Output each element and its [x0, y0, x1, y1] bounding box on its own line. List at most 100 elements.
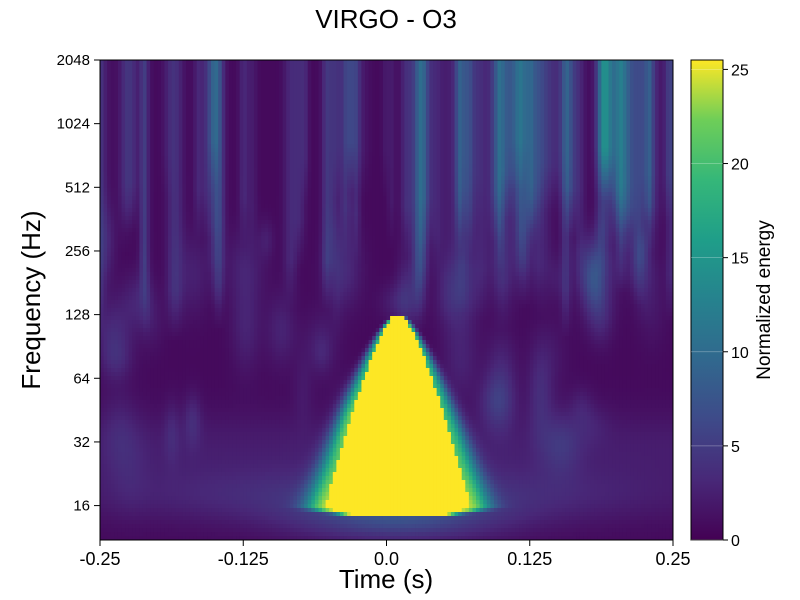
heatmap-cell [358, 116, 362, 121]
heatmap-cell [480, 156, 484, 161]
heatmap-cell [515, 148, 519, 153]
heatmap-cell [361, 152, 365, 157]
heatmap-cell [487, 176, 491, 181]
heatmap-cell [240, 76, 244, 81]
heatmap-cell [315, 76, 319, 81]
heatmap-cell [365, 108, 369, 113]
heatmap-cell [422, 128, 426, 133]
heatmap-cell [172, 108, 176, 113]
heatmap-cell [114, 76, 118, 81]
heatmap-cell [569, 156, 573, 161]
heatmap-cell [211, 128, 215, 133]
heatmap-cell [372, 120, 376, 125]
heatmap-cell [290, 112, 294, 117]
heatmap-cell [104, 100, 108, 105]
heatmap-cell [530, 68, 534, 73]
heatmap-cell [218, 144, 222, 149]
heatmap-cell [540, 112, 544, 117]
heatmap-cell [326, 60, 330, 65]
heatmap-cell [644, 92, 648, 97]
heatmap-cell [279, 148, 283, 153]
heatmap-cell [605, 144, 609, 149]
heatmap-cell [129, 80, 133, 85]
heatmap-cell [630, 92, 634, 97]
heatmap-cell [533, 72, 537, 77]
heatmap-cell [225, 156, 229, 161]
heatmap-cell [376, 164, 380, 169]
heatmap-cell [609, 88, 613, 93]
heatmap-cell [605, 152, 609, 157]
heatmap-cell [143, 136, 147, 141]
heatmap-cell [179, 68, 183, 73]
heatmap-cell [648, 172, 652, 177]
heatmap-cell [121, 176, 125, 181]
heatmap-cell [190, 88, 194, 93]
heatmap-cell [476, 136, 480, 141]
heatmap-cell [200, 108, 204, 113]
heatmap-cell [293, 104, 297, 109]
heatmap-cell [408, 136, 412, 141]
heatmap-cell [476, 124, 480, 129]
heatmap-cell [340, 72, 344, 77]
heatmap-cell [576, 124, 580, 129]
heatmap-cell [458, 120, 462, 125]
heatmap-cell [612, 112, 616, 117]
heatmap-cell [372, 148, 376, 153]
heatmap-cell [344, 100, 348, 105]
heatmap-cell [447, 180, 451, 185]
heatmap-cell [523, 144, 527, 149]
heatmap-cell [555, 164, 559, 169]
heatmap-cell [100, 152, 104, 157]
heatmap-cell [136, 160, 140, 165]
heatmap-cell [594, 60, 598, 65]
heatmap-cell [548, 108, 552, 113]
heatmap-cell [250, 180, 254, 185]
heatmap-cell [429, 84, 433, 89]
heatmap-cell [519, 84, 523, 89]
heatmap-cell [394, 116, 398, 121]
heatmap-cell [648, 180, 652, 185]
heatmap-cell [476, 112, 480, 117]
heatmap-cell [419, 84, 423, 89]
heatmap-cell [641, 180, 645, 185]
heatmap-cell [286, 92, 290, 97]
heatmap-cell [218, 104, 222, 109]
heatmap-cell [229, 176, 233, 181]
heatmap-cell [139, 168, 143, 173]
heatmap-cell [161, 72, 165, 77]
heatmap-cell [161, 68, 165, 73]
heatmap-cell [225, 172, 229, 177]
heatmap-cell [551, 160, 555, 165]
heatmap-cell [211, 140, 215, 145]
heatmap-cell [361, 144, 365, 149]
heatmap-cell [666, 92, 670, 97]
heatmap-cell [394, 176, 398, 181]
heatmap-cell [290, 84, 294, 89]
heatmap-cell [279, 104, 283, 109]
heatmap-cell [104, 92, 108, 97]
heatmap-cell [290, 124, 294, 129]
heatmap-cell [648, 148, 652, 153]
heatmap-cell [422, 104, 426, 109]
heatmap-cell [254, 100, 258, 105]
heatmap-cell [444, 128, 448, 133]
heatmap-cell [591, 60, 595, 65]
heatmap-cell [132, 68, 136, 73]
heatmap-cell [540, 88, 544, 93]
heatmap-cell [272, 104, 276, 109]
heatmap-cell [666, 116, 670, 121]
heatmap-cell [211, 64, 215, 69]
heatmap-cell [318, 92, 322, 97]
heatmap-cell [236, 144, 240, 149]
heatmap-cell [311, 156, 315, 161]
heatmap-cell [182, 172, 186, 177]
heatmap-cell [164, 128, 168, 133]
heatmap-cell [351, 64, 355, 69]
heatmap-cell [197, 184, 201, 189]
heatmap-cell [426, 160, 430, 165]
heatmap-cell [494, 136, 498, 141]
heatmap-cell [623, 172, 627, 177]
heatmap-cell [190, 112, 194, 117]
heatmap-cell [333, 132, 337, 137]
heatmap-cell [247, 76, 251, 81]
